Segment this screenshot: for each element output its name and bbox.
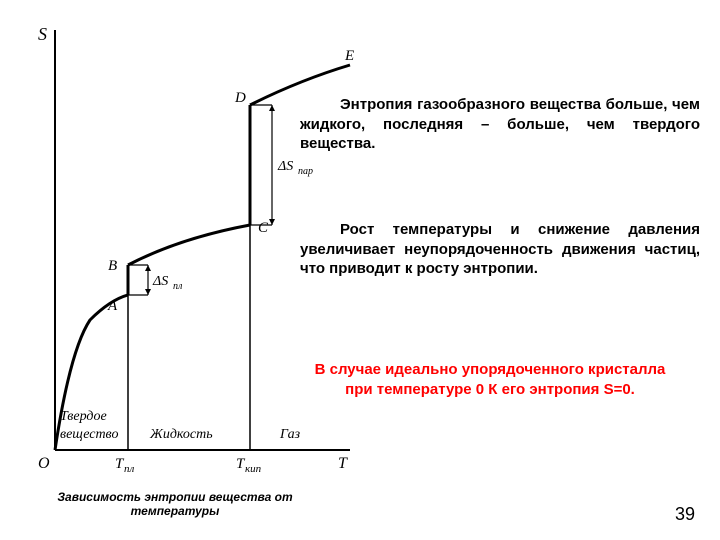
curve-liquid [128,225,250,265]
point-e: E [344,48,354,64]
paragraph-temperature-pressure: Рост температуры и снижение давления уве… [300,220,700,279]
x-axis-label: T [338,455,348,472]
phase-liquid: Жидкость [149,427,213,442]
origin-label: O [38,455,50,472]
paragraph-2-text: Рост температуры и снижение давления уве… [300,221,700,277]
paragraph-entropy-states: Энтропия газообразного вещества больше, … [300,95,700,154]
bracket-cd-arr-dn [269,219,275,225]
delta-s-pl-sub: пл [173,281,183,292]
phase-solid-1: Твердое [60,409,107,424]
phase-solid-2: вещество [60,427,118,442]
bracket-ab-arr-up [145,265,151,271]
paragraph-zero-kelvin: В случае идеально упорядоченного кристал… [300,360,680,399]
page-number: 39 [675,504,695,525]
phase-gas: Газ [279,427,301,442]
tick-label-tkip-sub: кип [245,463,262,475]
delta-s-par: ΔS [277,159,293,174]
page-number-text: 39 [675,504,695,524]
diagram-caption: Зависимость энтропии вещества от темпера… [50,490,300,519]
delta-s-pl: ΔS [152,274,168,289]
point-b: B [108,258,117,274]
delta-s-par-sub: пар [298,166,313,177]
bracket-ab-arr-dn [145,289,151,295]
paragraph-1-text: Энтропия газообразного вещества больше, … [300,96,700,152]
tick-label-tpl-sub: пл [124,463,135,475]
point-a: A [107,298,118,314]
y-axis-label: S [38,24,47,44]
caption-text: Зависимость энтропии вещества от темпера… [57,490,292,518]
point-d: D [234,90,246,106]
point-c: C [258,220,269,236]
bracket-cd-arr-up [269,105,275,111]
paragraph-3-text: В случае идеально упорядоченного кристал… [315,361,666,398]
